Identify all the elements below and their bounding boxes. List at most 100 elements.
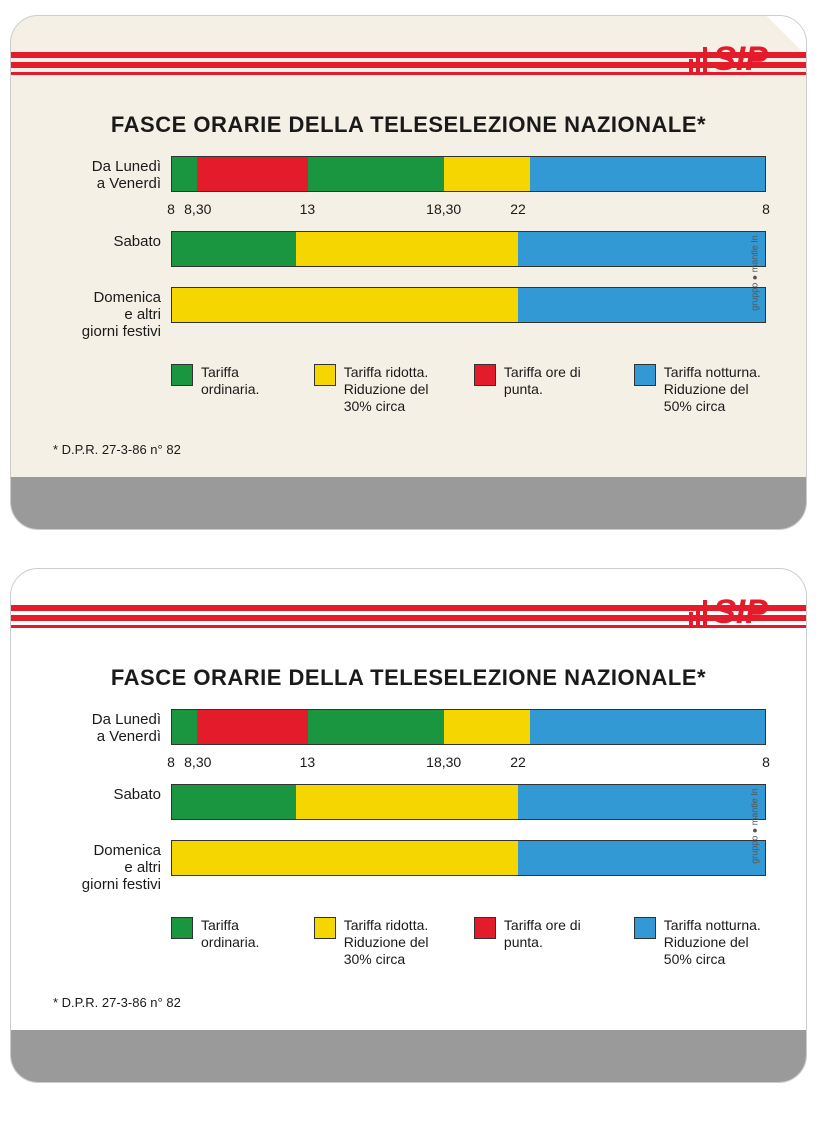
phone-card-top: SIP FASCE ORARIE DELLA TELESELEZIONE NAZ… (10, 15, 807, 530)
stripe-thin (11, 72, 806, 75)
legend-swatch (634, 364, 656, 386)
stripe-thin (11, 625, 806, 628)
stripe-band (11, 597, 806, 635)
tariff-chart: Da Lunedìa Venerdì 88,301318,30228 Sabat… (51, 709, 766, 901)
bar-saturday (171, 231, 766, 267)
legend-item: Tariffa ore di punta. (474, 917, 606, 967)
bar-weekday (171, 156, 766, 192)
bar-segment (296, 232, 518, 266)
bar-segment (308, 710, 444, 744)
tick-label: 8 (762, 201, 770, 217)
logo-bars-icon (689, 47, 707, 73)
legend-text: Tariffa ridotta. Riduzione del 30% circa (344, 917, 446, 967)
bar-sunday (171, 287, 766, 323)
stripe (11, 52, 806, 58)
logo-text: SIP (713, 40, 768, 79)
stripe-band (11, 44, 806, 82)
bar-segment (518, 785, 765, 819)
bar-segment (530, 157, 765, 191)
card-title: FASCE ORARIE DELLA TELESELEZIONE NAZIONA… (11, 665, 806, 691)
tariff-chart: Da Lunedìa Venerdì 88,301318,30228 Sabat… (51, 156, 766, 348)
legend: Tariffa ordinaria. Tariffa ridotta. Riduz… (171, 364, 766, 414)
tick-label: 8,30 (184, 201, 211, 217)
legend-item: Tariffa ordinaria. (171, 917, 286, 967)
legend-text: Tariffa ordinaria. (201, 917, 286, 951)
legend-swatch (314, 364, 336, 386)
legend-item: Tariffa notturna. Riduzione del 50% circ… (634, 917, 766, 967)
logo-bars-icon (689, 600, 707, 626)
row-label: Da Lunedìa Venerdì (51, 156, 171, 193)
tick-label: 18,30 (426, 754, 461, 770)
tick-label: 22 (510, 754, 526, 770)
card-title: FASCE ORARIE DELLA TELESELEZIONE NAZIONA… (11, 112, 806, 138)
bar-segment (172, 710, 197, 744)
phone-card-bottom: SIP FASCE ORARIE DELLA TELESELEZIONE NAZ… (10, 568, 807, 1083)
chart-row: Da Lunedìa Venerdì (51, 709, 766, 746)
mag-stripe (11, 1030, 806, 1082)
legend-text: Tariffa ridotta. Riduzione del 30% circa (344, 364, 446, 414)
row-label: Sabato (51, 784, 171, 803)
bar-segment (172, 288, 518, 322)
tick-label: 8 (167, 754, 175, 770)
bar-segment (296, 785, 518, 819)
legend-text: Tariffa ordinaria. (201, 364, 286, 398)
legend-swatch (314, 917, 336, 939)
bar-sunday (171, 840, 766, 876)
tick-label: 18,30 (426, 201, 461, 217)
side-print: gruppo ● mantle In (749, 235, 759, 310)
stripe (11, 62, 806, 68)
card-notch (778, 815, 807, 875)
logo-text: SIP (713, 593, 768, 632)
side-print: gruppo ● mantle In (749, 788, 759, 863)
bar-segment (518, 288, 765, 322)
bar-segment (444, 710, 530, 744)
sip-logo: SIP (689, 593, 768, 632)
bar-segment (172, 232, 296, 266)
legend-item: Tariffa ordinaria. (171, 364, 286, 414)
bar-segment (530, 710, 765, 744)
row-label: Da Lunedìa Venerdì (51, 709, 171, 746)
bar-segment (172, 157, 197, 191)
tick-label: 8 (167, 201, 175, 217)
legend-swatch (474, 917, 496, 939)
tick-row: 88,301318,30228 (171, 754, 766, 772)
bar-segment (444, 157, 530, 191)
legend-swatch (474, 364, 496, 386)
tick-label: 22 (510, 201, 526, 217)
bar-segment (197, 157, 308, 191)
tick-label: 13 (300, 754, 316, 770)
stripe (11, 615, 806, 621)
chart-row: Domenicae altrigiorni festivi (51, 840, 766, 894)
legend-item: Tariffa ridotta. Riduzione del 30% circa (314, 917, 446, 967)
footer-note: * D.P.R. 27-3-86 n° 82 (53, 995, 181, 1010)
chart-row: Sabato (51, 784, 766, 820)
mag-stripe (11, 477, 806, 529)
bar-segment (518, 232, 765, 266)
bar-segment (197, 710, 308, 744)
stripe (11, 605, 806, 611)
legend-text: Tariffa notturna. Riduzione del 50% circ… (664, 364, 766, 414)
chart-row: Da Lunedìa Venerdì (51, 156, 766, 193)
legend-swatch (171, 917, 193, 939)
chart-row: Domenicae altrigiorni festivi (51, 287, 766, 341)
legend-text: Tariffa ore di punta. (504, 364, 606, 398)
row-label: Domenicae altrigiorni festivi (51, 287, 171, 341)
row-label: Sabato (51, 231, 171, 250)
row-label: Domenicae altrigiorni festivi (51, 840, 171, 894)
footer-note: * D.P.R. 27-3-86 n° 82 (53, 442, 181, 457)
bar-segment (518, 841, 765, 875)
bar-saturday (171, 784, 766, 820)
bar-segment (308, 157, 444, 191)
tick-label: 8 (762, 754, 770, 770)
legend-item: Tariffa ore di punta. (474, 364, 606, 414)
bar-segment (172, 785, 296, 819)
legend-text: Tariffa notturna. Riduzione del 50% circ… (664, 917, 766, 967)
bar-segment (172, 841, 518, 875)
legend-swatch (634, 917, 656, 939)
legend: Tariffa ordinaria. Tariffa ridotta. Riduz… (171, 917, 766, 967)
bar-weekday (171, 709, 766, 745)
legend-swatch (171, 364, 193, 386)
tick-row: 88,301318,30228 (171, 201, 766, 219)
legend-text: Tariffa ore di punta. (504, 917, 606, 951)
tick-label: 8,30 (184, 754, 211, 770)
